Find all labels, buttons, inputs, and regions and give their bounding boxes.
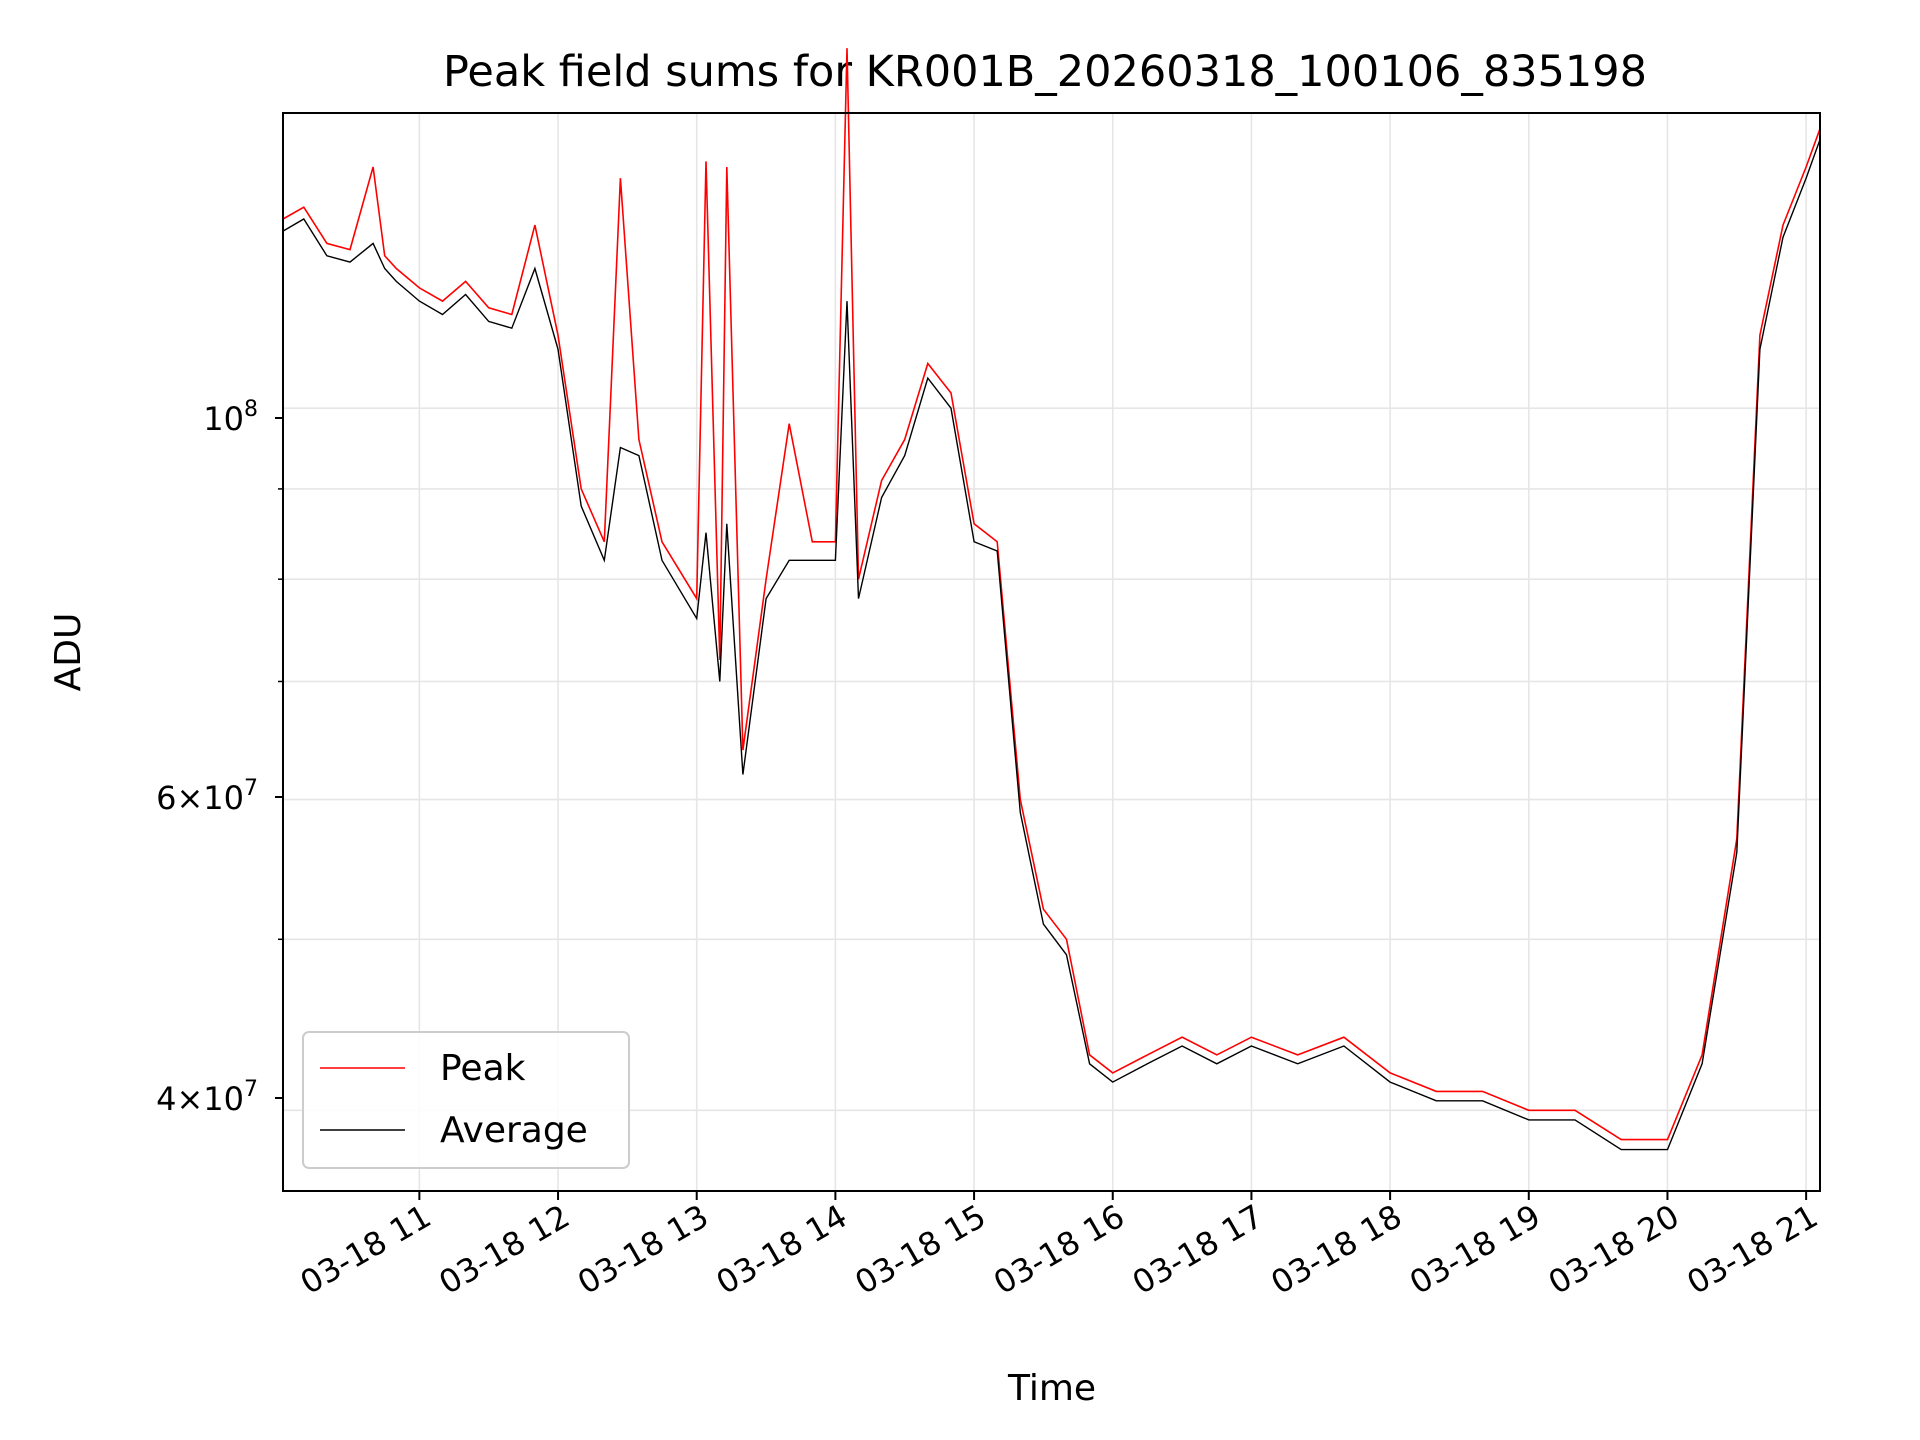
grid xyxy=(283,113,1820,1191)
y-tick-label: 6×107 xyxy=(156,776,258,817)
series-line-average xyxy=(282,139,1821,1151)
y-axis-title: ADU xyxy=(48,613,89,692)
plot-frame xyxy=(282,112,1821,1192)
legend: Peak Average xyxy=(302,1031,630,1169)
y-tick-label: 4×107 xyxy=(156,1077,258,1118)
legend-label-average: Average xyxy=(440,1110,588,1151)
series-line-peak xyxy=(282,48,1821,1141)
legend-box xyxy=(302,1031,630,1169)
y-axis-ticks: 108 6×107 4×107 xyxy=(156,397,283,1118)
chart-title: Peak field sums for KR001B_20260318_1001… xyxy=(443,47,1647,97)
plot-lines xyxy=(282,48,1821,1151)
x-axis-title: Time xyxy=(1007,1368,1096,1409)
legend-label-peak: Peak xyxy=(440,1048,526,1089)
